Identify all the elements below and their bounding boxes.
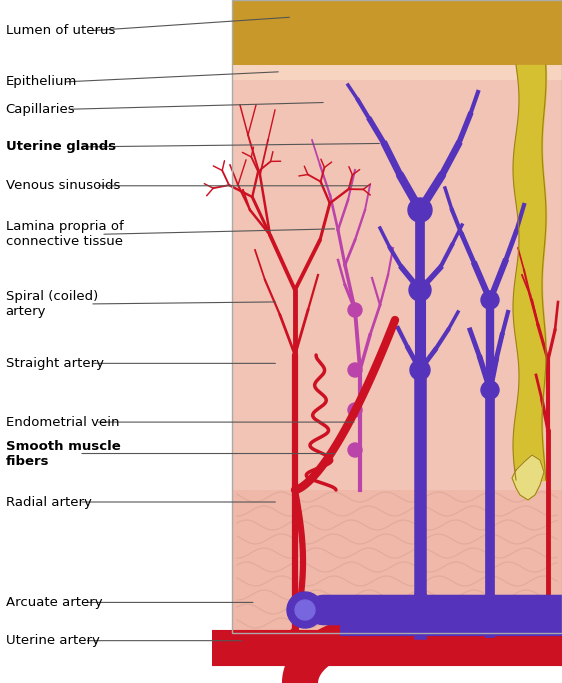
Circle shape [408,198,432,222]
Text: Straight artery: Straight artery [6,357,103,370]
Text: Arcuate artery: Arcuate artery [6,596,102,609]
Text: Uterine glands: Uterine glands [6,140,116,154]
Text: Lumen of uterus: Lumen of uterus [6,24,115,38]
Circle shape [287,592,323,628]
Bar [232,60,562,490]
Circle shape [348,363,362,377]
Circle shape [481,291,499,309]
Text: Uterine artery: Uterine artery [6,634,99,647]
Bar [232,0,562,65]
Circle shape [410,360,430,380]
Bar [232,65,562,80]
Text: Epithelium: Epithelium [6,75,77,89]
Text: Venous sinusoids: Venous sinusoids [6,179,120,193]
Circle shape [348,443,362,457]
Text: Endometrial vein: Endometrial vein [6,415,119,429]
Bar [232,0,562,633]
Circle shape [348,403,362,417]
Text: Lamina propria of
connective tissue: Lamina propria of connective tissue [6,221,124,248]
Text: Smooth muscle
fibers: Smooth muscle fibers [6,440,120,467]
Circle shape [409,279,431,301]
Polygon shape [512,455,544,500]
Bar [232,490,562,633]
Circle shape [481,381,499,399]
Text: Spiral (coiled)
artery: Spiral (coiled) artery [6,290,98,318]
Text: Radial artery: Radial artery [6,495,92,509]
Circle shape [295,600,315,620]
Circle shape [348,303,362,317]
Text: Capillaries: Capillaries [6,102,75,116]
